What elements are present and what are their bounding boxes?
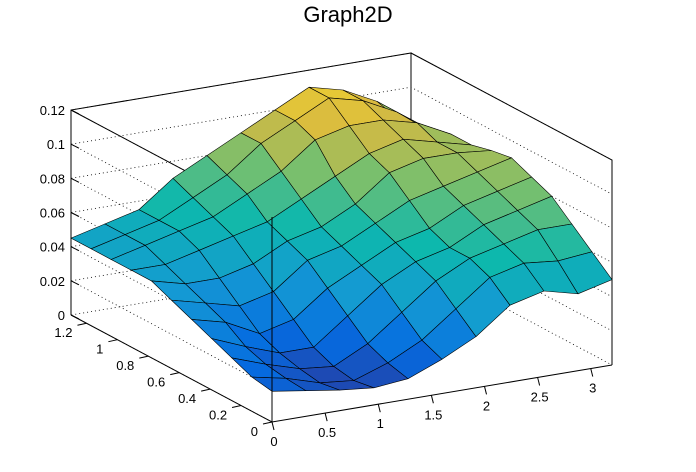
y-tick <box>231 405 242 409</box>
y-tick-label: 1.2 <box>54 325 72 340</box>
y-tick <box>201 388 211 392</box>
z-tick-label: 0.02 <box>40 274 65 289</box>
x-tick-label: 1.5 <box>424 407 442 422</box>
x-tick <box>377 404 381 413</box>
x-tick-label: 2 <box>483 398 490 413</box>
y-tick-label: 0.6 <box>147 375 165 390</box>
z-tick-label: 0.06 <box>40 206 65 221</box>
z-tick-label: 0.1 <box>47 137 65 152</box>
surface-mesh <box>70 86 613 392</box>
x-tick-label: 3 <box>589 381 596 396</box>
y-tick-label: 0 <box>251 424 258 439</box>
y-tick <box>77 322 87 326</box>
y-tick <box>108 339 118 343</box>
y-tick <box>262 421 273 425</box>
x-tick <box>324 412 328 422</box>
axes: 0 0.02 0.04 0.06 0.08 0.1 0.12 0 0.5 1 1.5 2 2.5 3 0 0.… <box>40 103 597 449</box>
y-tick <box>139 355 149 359</box>
x-tick-label: 0.5 <box>318 425 336 440</box>
x-tick-label: 0 <box>270 434 277 449</box>
z-tick <box>70 109 80 115</box>
x-tick <box>484 386 487 395</box>
y-tick-label: 0.8 <box>116 358 134 373</box>
x-tick-label: 2.5 <box>531 389 549 404</box>
x-tick <box>271 421 275 431</box>
x-tick <box>590 368 594 377</box>
y-tick <box>170 372 180 376</box>
z-tick <box>70 280 80 286</box>
z-tick-label: 0.08 <box>40 171 65 186</box>
y-tick-label: 1 <box>96 342 103 357</box>
x-tick-label: 1 <box>377 416 384 431</box>
x-tick <box>430 395 434 404</box>
chart-title: Graph2D <box>303 2 393 27</box>
z-tick-label: 0.12 <box>40 103 65 118</box>
z-tick-label: 0.04 <box>40 240 65 255</box>
z-tick <box>70 143 80 149</box>
z-tick <box>70 212 80 217</box>
x-tick <box>537 377 541 386</box>
z-tick <box>70 177 80 183</box>
z-tick <box>70 246 80 252</box>
z-gridline <box>69 52 613 218</box>
y-tick-label: 0.4 <box>178 391 196 406</box>
z-tick <box>70 314 80 320</box>
z-gridline <box>69 86 613 252</box>
surface-cell <box>557 251 613 295</box>
z-tick-label: 0 <box>58 308 65 323</box>
y-tick-label: 0.2 <box>209 408 227 423</box>
